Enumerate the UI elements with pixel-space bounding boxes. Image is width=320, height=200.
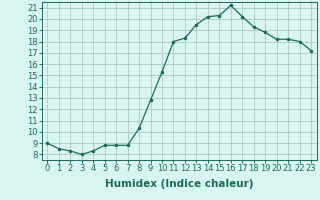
X-axis label: Humidex (Indice chaleur): Humidex (Indice chaleur) <box>105 179 253 189</box>
